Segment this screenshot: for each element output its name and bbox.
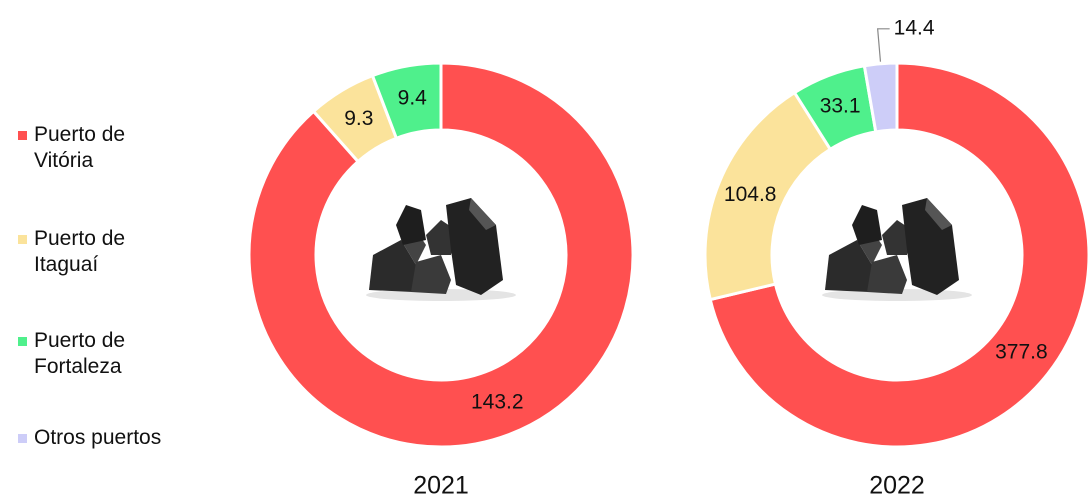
page: 143.2 9.3 9.4 2021 377.8 104.8 33.1 14.4 2022 Pu…: [0, 0, 1092, 503]
data-label: 14.4: [894, 16, 935, 39]
chart-title: 2021: [413, 472, 469, 500]
legend-label: Puerto de Fortaleza: [34, 328, 174, 380]
data-label: 9.4: [398, 87, 428, 110]
legend-swatch: [18, 337, 27, 346]
data-label: 104.8: [724, 183, 777, 206]
legend-swatch: [18, 131, 27, 140]
data-label: 9.3: [344, 107, 373, 130]
leader-line: [878, 29, 890, 62]
legend-swatch: [18, 235, 27, 244]
legend-label: Puerto de Itaguaí: [34, 226, 174, 278]
data-label: 377.8: [995, 341, 1048, 364]
chart-title: 2022: [869, 472, 925, 500]
legend-label: Puerto de Vitória: [34, 122, 174, 174]
legend-label: Otros puertos: [34, 425, 174, 451]
data-label: 143.2: [471, 391, 524, 414]
data-label: 33.1: [820, 95, 861, 118]
legend-swatch: [18, 434, 27, 443]
